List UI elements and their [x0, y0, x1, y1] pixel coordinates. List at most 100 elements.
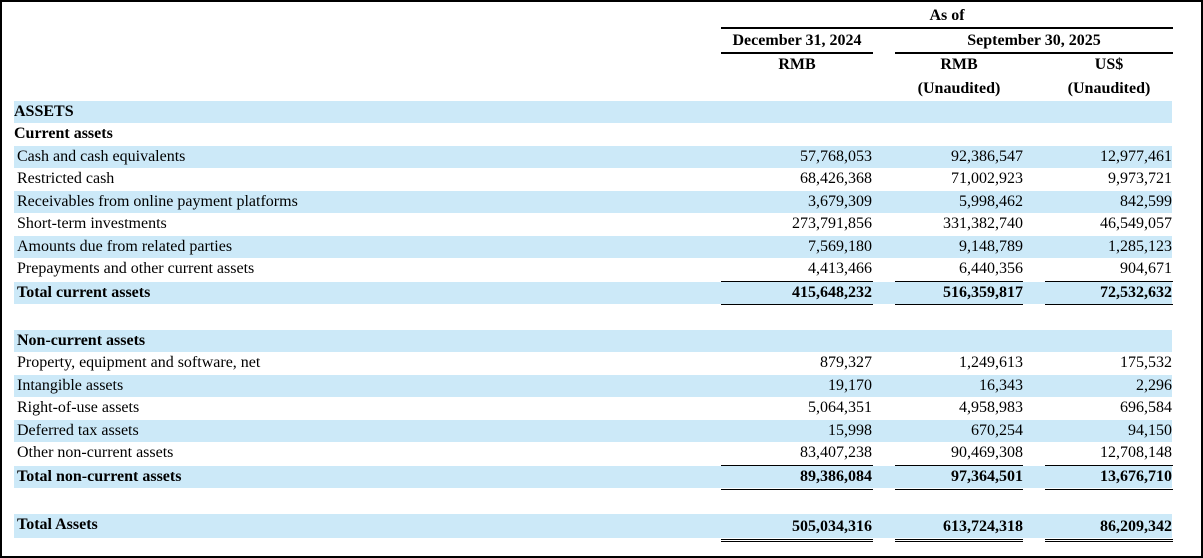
value-sep-2025-usd: 9,973,721 [1108, 170, 1172, 187]
noncurrent-assets-title: Non-current assets [17, 332, 146, 349]
value-dec-2024: 273,791,856 [792, 215, 872, 232]
table-row: Right-of-use assets 5,064,351 4,958,983 … [14, 397, 1172, 419]
value-sep-2025-rmb: 9,148,789 [959, 238, 1023, 255]
value-dec-2024: 4,413,466 [808, 260, 872, 277]
date-dec-2024-rule [721, 52, 873, 54]
value-dec-2024: 68,426,368 [800, 170, 872, 187]
value-sep-2025-usd: 696,584 [1120, 399, 1172, 416]
value-sep-2025-rmb: 71,002,923 [951, 170, 1023, 187]
value-dec-2024: 83,407,238 [800, 444, 872, 461]
value-sep-2025-rmb: 6,440,356 [959, 260, 1023, 277]
row-label: Amounts due from related parties [17, 238, 233, 255]
value-sep-2025-usd: 842,599 [1120, 193, 1172, 210]
value-sep-2025-rmb: 613,724,318 [943, 518, 1023, 535]
value-dec-2024: 415,648,232 [792, 284, 872, 301]
subtotal-rule [721, 281, 873, 282]
value-dec-2024: 57,768,053 [800, 148, 872, 165]
grand-total-double-rule [721, 539, 873, 542]
value-sep-2025-usd: 46,549,057 [1100, 215, 1172, 232]
value-sep-2025-usd: 72,532,632 [1100, 284, 1172, 301]
value-dec-2024: 505,034,316 [792, 518, 872, 535]
row-label: Short-term investments [17, 215, 167, 232]
row-label: Property, equipment and software, net [17, 354, 261, 371]
column-currency-rmb-2025: RMB [940, 56, 978, 73]
total-current-assets-row: Total current assets 415,648,232 516,359… [14, 282, 1172, 304]
value-sep-2025-rmb: 1,249,613 [959, 354, 1023, 371]
column-unaudited-usd: (Unaudited) [1067, 80, 1151, 97]
value-sep-2025-usd: 1,285,123 [1108, 238, 1172, 255]
subtotal-rule [895, 465, 1023, 466]
value-sep-2025-rmb: 97,364,501 [951, 468, 1023, 485]
row-label: Total non-current assets [17, 468, 182, 485]
subtotal-rule [1045, 465, 1173, 466]
total-rule [1045, 489, 1173, 490]
table-row: Other non-current assets 83,407,238 90,4… [14, 442, 1172, 464]
date-sep-2025-rule [895, 52, 1173, 54]
value-sep-2025-rmb: 331,382,740 [943, 215, 1023, 232]
value-sep-2025-usd: 2,296 [1136, 377, 1172, 394]
row-label: Right-of-use assets [17, 399, 140, 416]
assets-title: ASSETS [14, 103, 74, 120]
value-dec-2024: 879,327 [820, 354, 872, 371]
value-sep-2025-rmb: 5,998,462 [959, 193, 1023, 210]
total-rule [721, 489, 873, 490]
table-row: Intangible assets 19,170 16,343 2,296 [14, 375, 1172, 397]
row-label: Total current assets [17, 284, 151, 301]
value-dec-2024: 7,569,180 [808, 238, 872, 255]
as-of-rule [721, 27, 1173, 29]
column-currency-usd-2025: US$ [1094, 56, 1124, 73]
as-of-heading: As of [929, 7, 965, 24]
subtotal-rule [895, 281, 1023, 282]
table-row: Short-term investments 273,791,856 331,3… [14, 213, 1172, 235]
value-sep-2025-rmb: 516,359,817 [943, 284, 1023, 301]
row-label: Deferred tax assets [17, 422, 139, 439]
noncurrent-assets-heading-row: Non-current assets [14, 330, 1172, 352]
value-sep-2025-usd: 94,150 [1128, 422, 1172, 439]
value-dec-2024: 19,170 [828, 377, 872, 394]
value-sep-2025-rmb: 4,958,983 [959, 399, 1023, 416]
grand-total-double-rule [895, 539, 1023, 542]
total-rule [895, 304, 1023, 305]
table-row: Amounts due from related parties 7,569,1… [14, 236, 1172, 258]
total-rule [1045, 304, 1173, 305]
total-rule [721, 304, 873, 305]
table-row: Receivables from online payment platform… [14, 191, 1172, 213]
total-rule [895, 489, 1023, 490]
subtotal-rule [721, 465, 873, 466]
row-label: Intangible assets [17, 377, 124, 394]
grand-total-double-rule [1045, 539, 1173, 542]
row-label: Other non-current assets [17, 444, 174, 461]
value-sep-2025-usd: 13,676,710 [1100, 468, 1172, 485]
table-row: Restricted cash 68,426,368 71,002,923 9,… [14, 168, 1172, 190]
table-row: Deferred tax assets 15,998 670,254 94,15… [14, 420, 1172, 442]
current-assets-heading-row: Current assets [14, 123, 1172, 145]
value-sep-2025-usd: 86,209,342 [1100, 518, 1172, 535]
table-row: Cash and cash equivalents 57,768,053 92,… [14, 146, 1172, 168]
row-label: Prepayments and other current assets [17, 260, 255, 277]
value-dec-2024: 3,679,309 [808, 193, 872, 210]
table-row: Prepayments and other current assets 4,4… [14, 258, 1172, 280]
column-date-sep-2025: September 30, 2025 [967, 32, 1101, 49]
value-dec-2024: 5,064,351 [808, 399, 872, 416]
column-currency-rmb-2024: RMB [778, 56, 816, 73]
value-sep-2025-usd: 12,977,461 [1100, 148, 1172, 165]
value-sep-2025-rmb: 92,386,547 [951, 148, 1023, 165]
value-sep-2025-rmb: 16,343 [979, 377, 1023, 394]
subtotal-rule [1045, 281, 1173, 282]
column-unaudited-rmb: (Unaudited) [917, 80, 1001, 97]
value-dec-2024: 89,386,084 [800, 468, 872, 485]
value-sep-2025-usd: 12,708,148 [1100, 444, 1172, 461]
column-date-dec-2024: December 31, 2024 [732, 32, 862, 49]
row-label: Restricted cash [17, 170, 115, 187]
total-noncurrent-assets-row: Total non-current assets 89,386,084 97,3… [14, 466, 1172, 488]
value-sep-2025-usd: 904,671 [1120, 260, 1172, 277]
total-assets-row: Total Assets 505,034,316 613,724,318 86,… [14, 514, 1172, 538]
value-sep-2025-rmb: 670,254 [971, 422, 1023, 439]
assets-section-row: ASSETS [14, 101, 1172, 123]
value-dec-2024: 15,998 [828, 422, 872, 439]
table-row: Property, equipment and software, net 87… [14, 352, 1172, 374]
row-label: Total Assets [17, 516, 98, 533]
row-label: Cash and cash equivalents [17, 148, 186, 165]
value-sep-2025-rmb: 90,469,308 [951, 444, 1023, 461]
